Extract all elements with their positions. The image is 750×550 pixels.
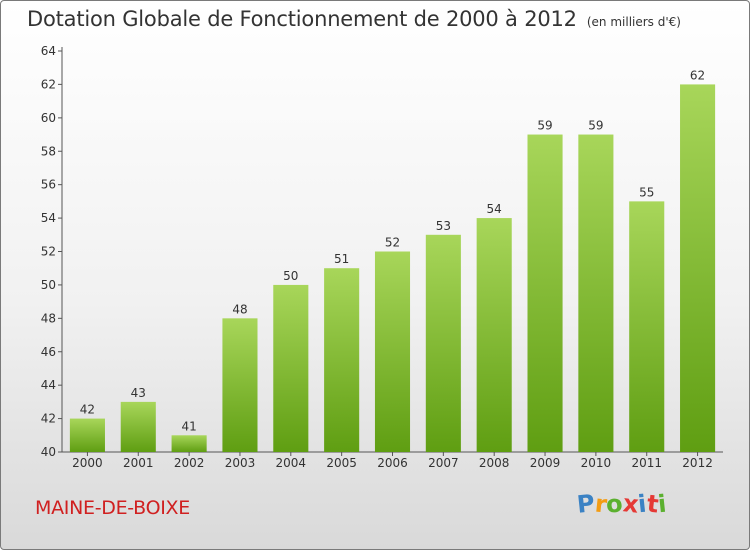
bar-2007 bbox=[425, 234, 461, 452]
x-tick-label: 2009 bbox=[530, 456, 561, 470]
commune-name: MAINE-DE-BOIXE bbox=[35, 497, 190, 519]
bar-2000 bbox=[69, 418, 105, 452]
data-label: 41 bbox=[181, 419, 196, 433]
data-label: 55 bbox=[639, 185, 654, 199]
x-tick-label: 2003 bbox=[225, 456, 256, 470]
chart-unit: (en milliers d'€) bbox=[586, 15, 681, 29]
data-label: 50 bbox=[283, 269, 298, 283]
x-tick-label: 2012 bbox=[682, 456, 713, 470]
x-tick-label: 2010 bbox=[581, 456, 612, 470]
bar-2002 bbox=[171, 435, 207, 452]
axes: 40 42 44 46 48 50 52 54 56 58 60 62 64 2000 2001 2002 20… bbox=[41, 44, 723, 470]
y-tick-label: 50 bbox=[41, 278, 56, 292]
y-tick-label: 42 bbox=[41, 412, 56, 426]
bar-2011 bbox=[629, 201, 665, 452]
x-tick-label: 2006 bbox=[377, 456, 408, 470]
x-tick-label: 2005 bbox=[326, 456, 357, 470]
x-tick-label: 2007 bbox=[428, 456, 459, 470]
proxiti-logo: Proxiti bbox=[576, 489, 668, 519]
bar-2003 bbox=[222, 318, 258, 452]
data-label: 43 bbox=[131, 386, 146, 400]
y-tick-label: 62 bbox=[41, 77, 56, 91]
bar-2012 bbox=[680, 84, 716, 453]
bars bbox=[69, 84, 716, 453]
x-tick-label: 2011 bbox=[631, 456, 662, 470]
y-tick-label: 52 bbox=[41, 245, 56, 259]
chart-title-text: Dotation Globale de Fonctionnement de 20… bbox=[27, 7, 577, 31]
bar-2001 bbox=[120, 401, 156, 452]
logo-letter: i bbox=[656, 489, 668, 519]
y-tick-label: 48 bbox=[41, 311, 56, 325]
y-tick-label: 60 bbox=[41, 111, 56, 125]
x-tick-label: 2008 bbox=[479, 456, 510, 470]
data-labels: 42 43 41 48 50 51 52 53 54 59 59 55 62 bbox=[80, 68, 705, 433]
data-label: 62 bbox=[690, 68, 705, 82]
data-label: 53 bbox=[436, 219, 451, 233]
data-label: 52 bbox=[385, 236, 400, 250]
data-label: 59 bbox=[588, 119, 603, 133]
x-tick-label: 2002 bbox=[174, 456, 205, 470]
y-tick-label: 58 bbox=[41, 144, 56, 158]
bar-2009 bbox=[527, 134, 563, 452]
y-tick-label: 44 bbox=[41, 378, 56, 392]
bar-2006 bbox=[374, 251, 411, 452]
bar-2005 bbox=[324, 268, 360, 452]
x-tick-label: 2000 bbox=[72, 456, 103, 470]
data-label: 51 bbox=[334, 252, 349, 266]
y-tick-label: 54 bbox=[41, 211, 56, 225]
y-tick-label: 40 bbox=[41, 445, 56, 459]
x-tick-label: 2001 bbox=[123, 456, 154, 470]
y-tick-label: 56 bbox=[41, 178, 56, 192]
x-tick-label: 2004 bbox=[276, 456, 307, 470]
data-label: 42 bbox=[80, 403, 95, 417]
data-label: 48 bbox=[232, 302, 247, 316]
bar-2004 bbox=[273, 284, 309, 452]
data-label: 59 bbox=[537, 119, 552, 133]
bar-2010 bbox=[578, 134, 614, 452]
chart-title: Dotation Globale de Fonctionnement de 20… bbox=[27, 7, 681, 31]
y-tick-label: 64 bbox=[41, 44, 56, 58]
data-label: 54 bbox=[487, 202, 502, 216]
y-tick-label: 46 bbox=[41, 345, 56, 359]
bar-2008 bbox=[476, 218, 512, 452]
